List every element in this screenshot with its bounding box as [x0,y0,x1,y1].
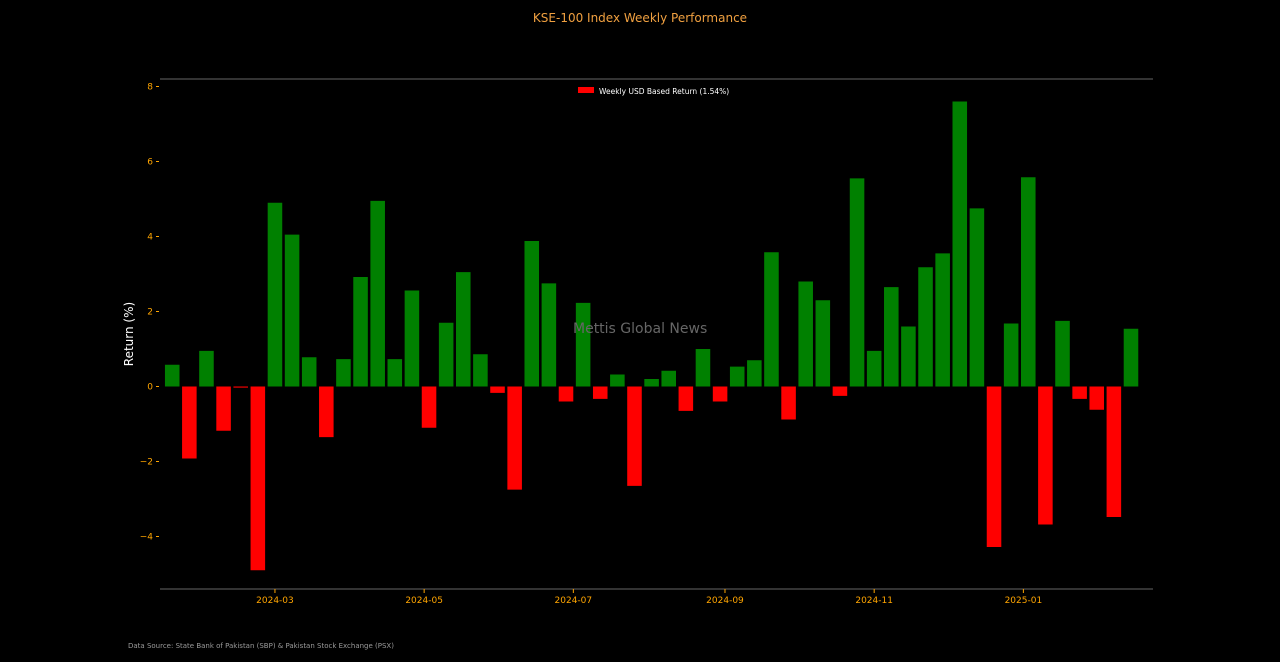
x-tick-label: 2024-05 [405,596,443,606]
bar-2024-02-16 [233,386,248,388]
bar-2024-04-19 [387,359,403,387]
bar-2024-08-23 [695,349,711,387]
bar-2024-05-03 [421,386,437,428]
x-tick-label: 2025-01 [1005,596,1043,606]
y-tick-label: −4 [140,533,154,543]
x-tick-label: 2024-11 [855,596,893,606]
bar-2025-01-17 [1055,320,1070,387]
watermark-text: Mettis Global News [573,321,708,337]
y-tick-label: −2 [140,458,153,468]
bar-2025-01-03 [1020,177,1036,387]
bar-2024-07-12 [592,386,608,399]
bar-2024-06-07 [507,386,522,490]
bar-2024-11-22 [918,267,933,387]
bar-2024-07-26 [627,386,642,486]
bar-2024-06-28 [558,386,574,402]
bar-2024-10-11 [815,300,831,387]
x-tick-label: 2024-09 [706,596,744,606]
legend: Weekly USD Based Return (1.54%) [578,87,729,96]
bar-2024-03-29 [336,359,351,387]
bar-2024-01-26 [182,386,197,459]
bar-2024-11-29 [935,253,950,387]
bar-2024-10-25 [849,178,865,387]
bar-2024-04-26 [404,290,420,387]
bar-2024-06-21 [541,283,557,387]
data-source-note: Data Source: State Bank of Pakistan (SBP… [128,642,394,650]
bar-2024-05-10 [438,322,454,387]
legend-swatch [578,87,594,93]
bar-2024-09-20 [764,252,779,387]
y-axis-label: Return (%) [122,302,136,366]
bar-2024-12-13 [969,208,985,387]
y-tick-label: 0 [147,383,153,393]
bar-2025-02-07 [1106,386,1122,517]
bar-2024-11-01 [866,350,882,387]
bar-2025-01-24 [1072,386,1087,399]
bar-2024-12-27 [1003,323,1019,387]
y-tick-label: 4 [147,233,153,243]
bar-2024-11-15 [901,326,916,387]
bar-2024-02-02 [199,350,214,387]
bar-2024-08-09 [661,370,676,387]
bar-2025-01-31 [1089,386,1105,410]
y-tick-label: 6 [147,158,153,168]
bar-2024-09-13 [747,360,762,387]
bar-2024-10-18 [832,386,848,396]
bar-2024-03-08 [284,234,300,387]
bar-2024-02-23 [250,386,266,571]
x-tick-label: 2024-07 [555,596,593,606]
bar-2024-12-06 [952,101,968,387]
y-tick-label: 8 [147,83,153,93]
bar-2024-11-08 [884,287,899,387]
bar-2024-03-01 [267,202,283,387]
bar-2024-08-30 [712,386,728,402]
y-tick-label: 2 [147,308,153,318]
y-axis: −4 −2 0 2 4 6 8 [140,83,159,543]
bar-2024-01-19 [164,364,180,387]
legend-label: Weekly USD Based Return (1.54%) [599,87,729,96]
bar-2024-09-27 [781,386,796,420]
chart-title: KSE-100 Index Weekly Performance [532,11,748,25]
bar-2024-03-22 [319,386,334,438]
bars-group [164,101,1139,571]
bar-2024-05-24 [473,354,488,387]
bar-2024-06-14 [524,241,540,387]
bar-2024-03-15 [301,357,317,387]
bar-2024-02-09 [216,386,231,431]
bar-2025-01-10 [1038,386,1053,525]
bar-2024-10-04 [798,281,813,387]
bar-2024-08-02 [644,379,659,387]
bar-2024-05-31 [490,386,505,393]
x-axis: 2024-03 2024-05 2024-07 2024-09 2024-11 2025-… [256,589,1042,606]
bar-2024-05-17 [456,272,471,387]
x-tick-label: 2024-03 [256,596,294,606]
bar-2024-04-12 [370,200,385,387]
bar-2024-09-06 [729,366,745,387]
bar-2024-08-16 [678,386,694,411]
bar-2024-04-05 [353,277,368,387]
bar-2025-02-14 [1123,328,1139,387]
bar-2024-12-20 [986,386,1002,547]
bar-2024-07-05 [575,302,591,387]
bar-2024-07-19 [610,374,625,387]
